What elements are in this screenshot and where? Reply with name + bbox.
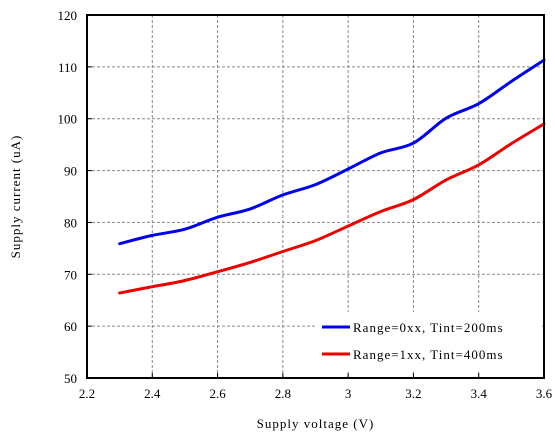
x-tick-label: 3.4	[471, 386, 488, 401]
y-tick-label: 120	[58, 8, 78, 23]
y-tick-label: 100	[58, 112, 78, 127]
y-tick-label: 80	[64, 215, 77, 230]
legend-box	[316, 312, 540, 372]
x-axis-label: Supply voltage (V)	[257, 416, 375, 431]
y-axis-ticks: 50 60 70 80 90 100 110 120	[58, 8, 92, 386]
series-line-1	[118, 58, 546, 246]
legend-label-series-2: Range=1xx, Tint=400ms	[353, 347, 504, 362]
y-tick-label: 110	[58, 60, 77, 75]
y-tick-label: 60	[64, 319, 77, 334]
series-line-2	[118, 122, 546, 295]
x-tick-label: 2.8	[275, 386, 291, 401]
x-tick-label: 3	[345, 386, 352, 401]
y-axis-label: Supply current (uA)	[8, 135, 23, 259]
x-tick-label: 2.4	[144, 386, 161, 401]
y-tick-label: 90	[64, 164, 77, 179]
x-tick-label: 3.6	[536, 386, 553, 401]
y-tick-label: 70	[64, 267, 77, 282]
legend: Range=0xx, Tint=200ms Range=1xx, Tint=40…	[316, 312, 540, 372]
x-tick-label: 2.6	[209, 386, 226, 401]
series-layer	[118, 58, 546, 295]
x-tick-label: 2.2	[79, 386, 95, 401]
y-tick-label: 50	[64, 371, 77, 386]
legend-label-series-1: Range=0xx, Tint=200ms	[353, 320, 504, 335]
plot-area-frame	[86, 14, 545, 379]
x-axis-ticks: 2.2 2.4 2.6 2.8 3 3.2 3.4 3.6	[79, 373, 553, 401]
x-tick-label: 3.2	[405, 386, 421, 401]
